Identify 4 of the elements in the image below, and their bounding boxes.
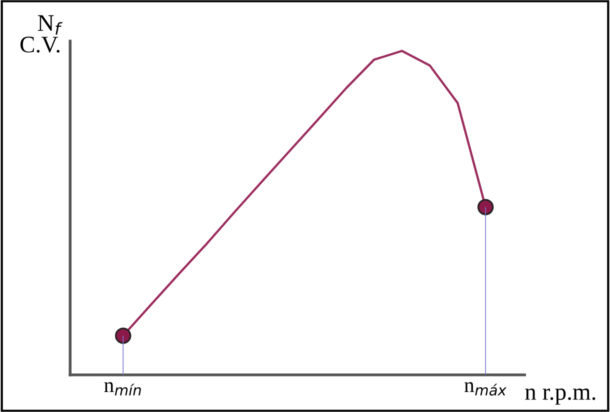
y-axis-title: N$_{f}$ C.V. bbox=[20, 15, 62, 53]
x-axis-title: n r.p.m. bbox=[525, 388, 596, 405]
x-tick-label: n$_{máx}$ bbox=[464, 382, 507, 396]
x-tick-label: n$_{mín}$ bbox=[104, 382, 141, 396]
